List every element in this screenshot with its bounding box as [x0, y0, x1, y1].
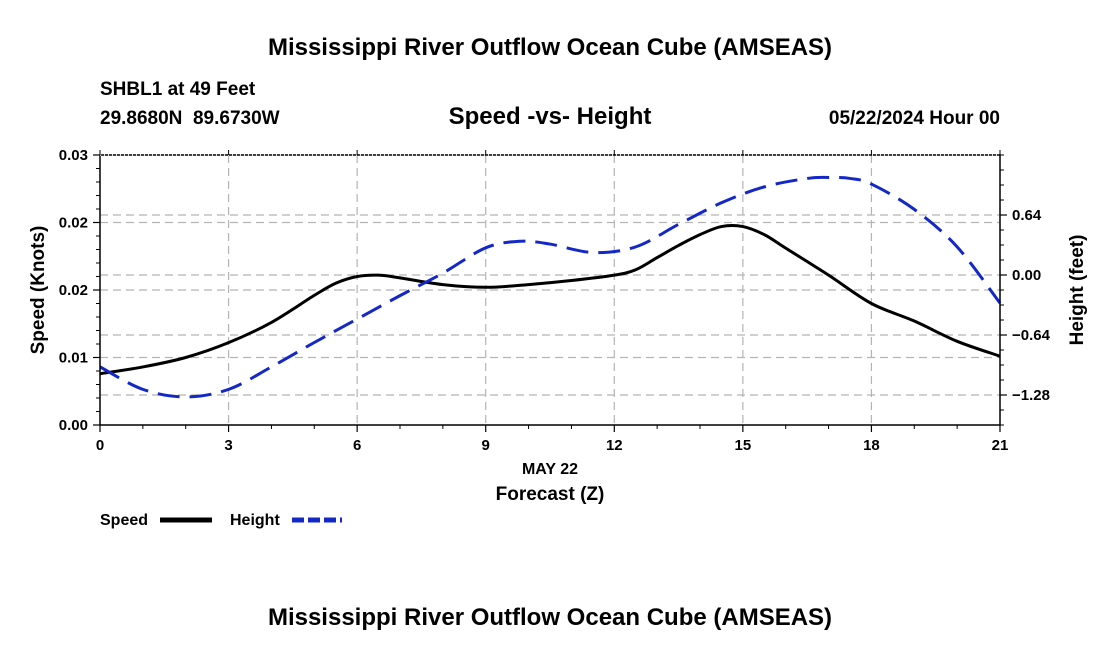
x-tick-label: 0: [96, 437, 104, 454]
x-axis-date-label: MAY 22: [522, 461, 578, 478]
station-label: SHBL1 at 49 Feet: [100, 79, 256, 100]
footer-title: Mississippi River Outflow Ocean Cube (AM…: [268, 604, 832, 631]
y-tick-label: 0.02: [59, 282, 88, 299]
y-tick-label: 0.00: [59, 417, 88, 434]
series-lines: [99, 175, 1002, 399]
grid: [100, 155, 1000, 425]
chart-subtitle: Speed -vs- Height: [449, 103, 652, 130]
x-tick-label: 18: [863, 437, 880, 454]
datetime-label: 05/22/2024 Hour 00: [829, 108, 1000, 129]
y-tick-label: 0.01: [59, 350, 88, 367]
legend-height-label: Height: [230, 512, 280, 529]
legend: Speed Height: [100, 512, 342, 529]
y2-axis-title: Height (feet): [1067, 235, 1088, 346]
x-tick-label: 3: [224, 437, 232, 454]
y-axis-title: Speed (Knots): [28, 226, 49, 355]
y2-tick-label: −1.28: [1012, 387, 1050, 404]
y2-tick-label: −0.64: [1012, 327, 1051, 344]
axes: 0 3 6 9 12 15 18 21 0.00 0.01 0.02 0.02 0.03 −1.28 −0.…: [59, 147, 1051, 454]
x-tick-label: 21: [992, 437, 1009, 454]
y-tick-label: 0.03: [59, 147, 88, 164]
x-axis-title: Forecast (Z): [496, 484, 605, 505]
y2-tick-label: 0.00: [1012, 267, 1041, 284]
x-tick-label: 6: [353, 437, 361, 454]
legend-speed-label: Speed: [100, 512, 148, 529]
x-tick-label: 9: [482, 437, 490, 454]
x-tick-label: 15: [735, 437, 752, 454]
main-title: Mississippi River Outflow Ocean Cube (AM…: [268, 34, 832, 61]
y2-tick-label: 0.64: [1012, 207, 1042, 224]
y-tick-label: 0.02: [59, 215, 88, 232]
series-line-speed: [99, 224, 1001, 376]
coordinates-label: 29.8680N 89.6730W: [100, 108, 280, 129]
x-tick-label: 12: [606, 437, 623, 454]
series-line-height: [99, 175, 1002, 399]
